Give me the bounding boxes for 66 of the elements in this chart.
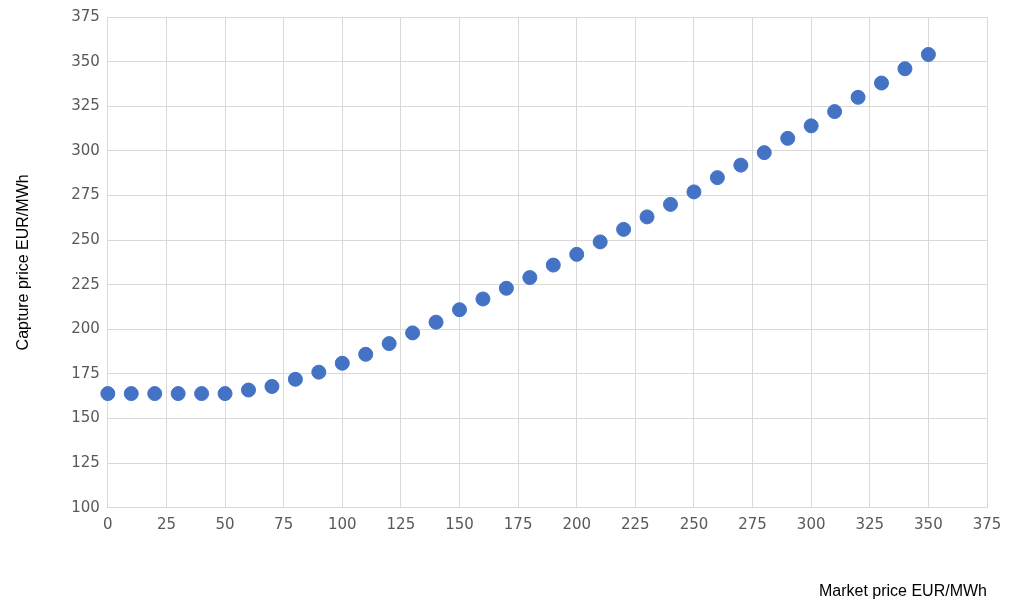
- point: [850, 89, 866, 105]
- point: [639, 209, 655, 225]
- point: [569, 246, 585, 262]
- point: [100, 386, 116, 402]
- y-tick-label: 150: [71, 408, 100, 427]
- point: [217, 386, 233, 402]
- point: [147, 386, 163, 402]
- point: [428, 314, 444, 330]
- x-tick-label: 150: [445, 514, 474, 533]
- point: [874, 75, 889, 91]
- y-tick-label: 275: [71, 185, 100, 204]
- point: [264, 378, 280, 394]
- x-tick-label: 275: [738, 514, 767, 533]
- x-tick-label: 0: [103, 514, 113, 533]
- point: [334, 355, 350, 371]
- y-axis-title: Capture price EUR/MWh: [14, 174, 32, 351]
- point: [287, 371, 303, 387]
- point: [545, 257, 561, 273]
- x-tick-label: 325: [855, 514, 885, 533]
- x-tick-label: 25: [156, 514, 176, 533]
- point: [452, 302, 467, 318]
- y-tick-label: 325: [71, 96, 100, 115]
- y-tick-label: 175: [71, 363, 100, 382]
- y-tick-label: 375: [71, 6, 100, 25]
- x-axis-title: Market price EUR/MWh: [818, 581, 987, 599]
- x-tick-label: 75: [274, 514, 294, 533]
- y-tick-label: 125: [71, 453, 100, 472]
- x-tick-label: 100: [327, 514, 357, 533]
- point: [663, 196, 678, 212]
- y-tick-label: 200: [71, 319, 100, 338]
- point: [405, 325, 421, 341]
- point: [311, 364, 327, 380]
- x-tick-label: 350: [914, 514, 943, 533]
- point: [381, 336, 397, 352]
- point: [194, 386, 210, 402]
- y-tick-label: 250: [71, 229, 100, 248]
- point: [616, 221, 632, 237]
- point: [897, 61, 913, 77]
- point: [123, 386, 139, 402]
- point: [920, 46, 936, 62]
- point: [498, 280, 514, 296]
- point: [756, 145, 772, 161]
- point: [475, 291, 491, 307]
- x-tick-label: 250: [679, 514, 709, 533]
- point: [241, 382, 256, 398]
- x-tick-label: 225: [621, 514, 650, 533]
- point: [522, 270, 538, 286]
- point: [733, 157, 749, 173]
- point: [170, 386, 186, 402]
- y-tick-label: 225: [71, 274, 100, 293]
- point: [780, 130, 796, 146]
- point: [592, 234, 608, 250]
- point: [686, 184, 702, 200]
- x-tick-label: 50: [215, 514, 235, 533]
- y-tick-label: 300: [71, 140, 100, 159]
- point: [358, 346, 374, 362]
- x-tick-label: 200: [562, 514, 592, 533]
- y-tick-label: 100: [71, 497, 100, 516]
- x-tick-label: 175: [503, 514, 533, 533]
- point: [803, 118, 819, 134]
- point: [827, 104, 843, 120]
- point: [709, 170, 725, 186]
- x-tick-label: 125: [386, 514, 416, 533]
- x-tick-label: 300: [796, 514, 826, 533]
- x-tick-label: 375: [972, 514, 1002, 533]
- y-tick-label: 350: [71, 51, 100, 70]
